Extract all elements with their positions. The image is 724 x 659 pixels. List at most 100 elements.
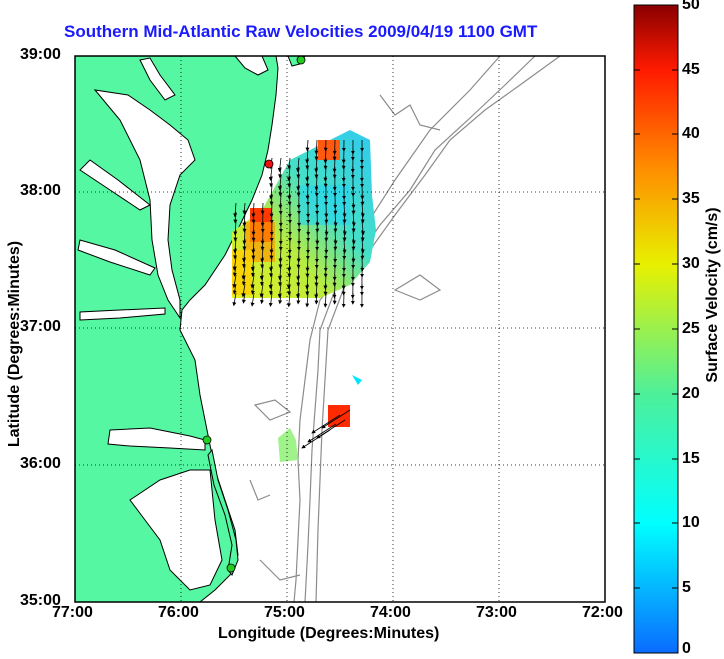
velocity-arrow: [287, 157, 292, 170]
colorbar-tick-label: 30: [682, 255, 700, 272]
velocity-arrow: [332, 283, 337, 299]
velocity-arrow: [260, 274, 265, 286]
velocity-arrow: [333, 202, 338, 215]
velocity-arrow: [351, 211, 356, 227]
bay-upper: [139, 57, 176, 101]
colorbar: [633, 4, 679, 654]
velocity-arrow: [296, 184, 301, 197]
bathymetry-contours: [249, 56, 561, 602]
velocity-arrow: [296, 166, 301, 179]
velocity-arrow: [360, 238, 365, 254]
velocity-arrow: [242, 202, 247, 215]
velocity-arrow: [360, 247, 365, 260]
y-tick-label: 38:00: [20, 182, 61, 199]
colorbar-tick-label: 35: [682, 190, 700, 207]
velocity-arrow: [278, 166, 283, 179]
grid-lines: [75, 56, 605, 602]
velocity-arrow: [323, 166, 328, 182]
colorbar-label: Surface Velocity (cm/s): [704, 207, 721, 383]
velocity-arrow: [269, 283, 274, 296]
velocity-arrow: [278, 175, 282, 191]
colorbar-tick-label: 45: [682, 61, 700, 78]
station-red: [264, 159, 274, 169]
velocity-arrow: [278, 265, 282, 281]
velocity-arrow: [323, 157, 328, 170]
velocity-arrow: [305, 175, 310, 188]
velocity-arrow: [342, 211, 347, 224]
velocity-arrow: [250, 283, 255, 295]
outer-banks: [207, 448, 239, 576]
velocity-arrow: [342, 220, 347, 236]
velocity-arrow: [251, 247, 256, 260]
velocity-arrow: [268, 292, 273, 307]
velocity-arrow: [314, 166, 319, 179]
velocity-arrow: [314, 283, 319, 299]
velocity-arrow: [287, 175, 292, 188]
velocity-arrow: [333, 211, 338, 227]
bay-tributary-2: [77, 239, 156, 276]
velocity-arrow: [307, 423, 337, 443]
velocity-arrow: [269, 247, 274, 260]
velocity-arrow: [342, 229, 347, 242]
velocity-arrow: [278, 256, 283, 269]
y-tick-label: 37:00: [20, 318, 61, 335]
x-tick-label: 75:00: [264, 604, 305, 621]
colorbar-tick-label: 25: [682, 320, 700, 337]
velocity-arrow: [333, 220, 338, 233]
x-tick-label: 74:00: [370, 604, 411, 621]
velocity-arrow: [332, 274, 337, 287]
chesapeake-bay: [93, 89, 196, 320]
velocity-arrow: [305, 265, 310, 278]
bay-tributary-3: [79, 307, 166, 321]
velocity-arrow: [242, 238, 247, 251]
station-green-1: [296, 55, 306, 65]
velocity-arrow: [351, 238, 356, 251]
colorbar-tick-label: 15: [682, 450, 700, 467]
velocity-arrow: [278, 274, 283, 287]
velocity-arrow: [305, 166, 310, 182]
x-tick-label: 77:00: [52, 604, 93, 621]
map-title: Southern Mid-Atlantic Raw Velocities 200…: [64, 22, 538, 41]
colorbar-ticks: [634, 4, 678, 589]
x-tick-label: 72:00: [582, 604, 623, 621]
velocity-arrow: [324, 220, 329, 236]
velocity-arrow: [332, 148, 337, 161]
velocity-arrow: [323, 148, 328, 164]
x-tick-label: 73:00: [476, 604, 517, 621]
velocity-arrow: [314, 265, 319, 281]
colorbar-tick-label: 40: [682, 125, 700, 142]
velocity-arrow: [268, 166, 273, 181]
velocity-arrow: [241, 283, 246, 298]
velocity-arrow: [260, 247, 265, 263]
velocity-arrow: [241, 274, 246, 286]
velocity-arrow: [233, 211, 238, 224]
velocity-arrow: [296, 292, 301, 305]
velocity-arrow: [361, 220, 365, 236]
velocity-arrow: [250, 292, 255, 307]
velocity-arrow: [232, 274, 237, 289]
velocity-arrow: [259, 283, 264, 298]
velocity-arrow: [278, 292, 283, 305]
velocity-arrow: [314, 148, 319, 161]
velocity-arrow: [260, 238, 265, 251]
velocity-arrow: [321, 409, 351, 429]
velocity-arrow: [305, 148, 310, 164]
velocity-arrow: [269, 193, 274, 206]
velocity-arrow: [323, 274, 328, 290]
colorbar-tick-label: 0: [682, 640, 691, 657]
velocity-arrow: [333, 229, 338, 245]
station-green-2: [202, 435, 212, 445]
velocity-arrow: [251, 202, 256, 218]
velocity-arrow: [242, 247, 246, 263]
velocity-arrow: [286, 274, 291, 290]
velocity-arrow: [287, 256, 292, 272]
velocity-arrow: [241, 265, 246, 280]
velocity-arrow: [351, 220, 356, 233]
plot-frame: [74, 55, 606, 603]
y-tick-label: 35:00: [20, 592, 61, 609]
velocity-arrow: [287, 265, 292, 278]
velocity-arrow: [287, 247, 292, 260]
velocity-arrow: [260, 292, 265, 305]
velocity-arrow: [360, 211, 365, 224]
pamlico-sound: [129, 469, 223, 591]
